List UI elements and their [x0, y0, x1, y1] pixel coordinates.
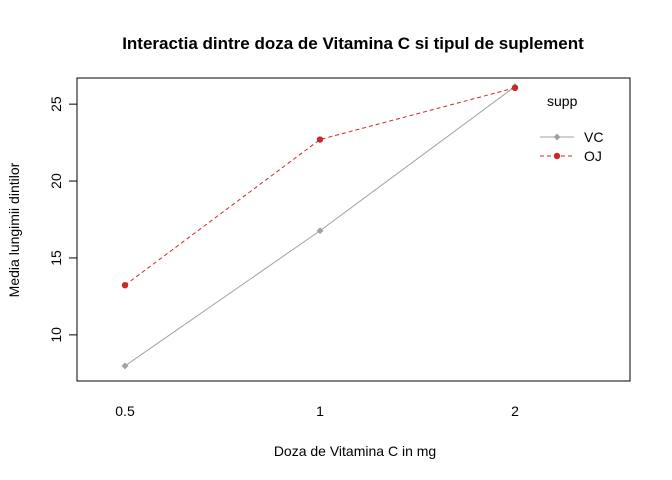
- x-tick-label: 2: [511, 403, 519, 419]
- y-tick-label: 25: [48, 96, 64, 112]
- x-tick-label: 0.5: [115, 403, 135, 419]
- plot-frame: [77, 78, 630, 381]
- data-point-vc: [122, 363, 129, 370]
- chart-title: Interactia dintre doza de Vitamina C si …: [122, 34, 584, 53]
- legend-marker: [554, 153, 560, 159]
- legend-item-vc: VC: [540, 129, 603, 145]
- legend-marker: [554, 134, 561, 141]
- y-tick-label: 15: [48, 250, 64, 266]
- data-point-oj: [122, 282, 128, 288]
- legend: supp VC OJ: [540, 93, 603, 164]
- data-point-oj: [512, 85, 518, 91]
- y-axis-label: Media lungimii dintilor: [6, 162, 22, 297]
- y-axis: 10 15 20 25: [48, 96, 77, 342]
- legend-title: supp: [547, 93, 578, 109]
- x-axis: 0.5 1 2: [115, 403, 519, 419]
- data-point-oj: [317, 136, 323, 142]
- legend-item-oj: OJ: [540, 148, 602, 164]
- x-axis-label: Doza de Vitamina C in mg: [274, 443, 436, 459]
- series-oj: [122, 85, 518, 289]
- series-layer: [122, 83, 519, 369]
- legend-label: OJ: [584, 148, 602, 164]
- y-tick-label: 20: [48, 173, 64, 189]
- y-tick-label: 10: [48, 327, 64, 343]
- legend-label: VC: [584, 129, 603, 145]
- series-line-vc: [125, 87, 515, 366]
- series-vc: [122, 83, 519, 369]
- series-line-oj: [125, 88, 515, 285]
- x-tick-label: 1: [316, 403, 324, 419]
